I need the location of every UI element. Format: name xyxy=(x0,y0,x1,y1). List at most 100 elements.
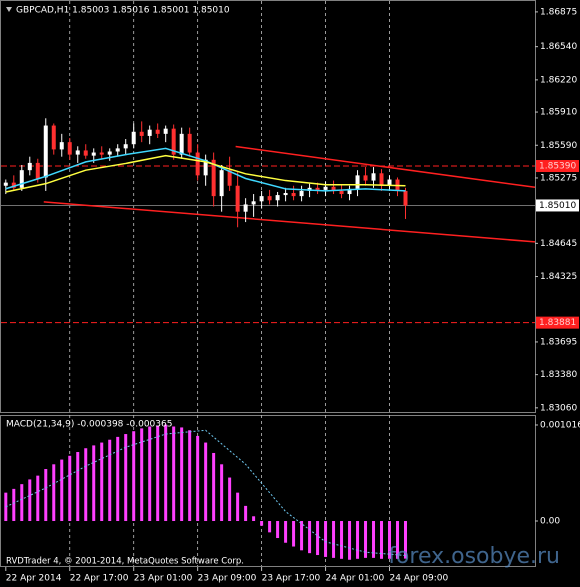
y-tick-label: 1.85910 xyxy=(540,108,577,118)
chart-title: GBPCAD,H1 1.85003 1.85016 1.85001 1.8501… xyxy=(16,6,230,16)
candle-body xyxy=(75,150,80,155)
macd-bar xyxy=(212,452,216,522)
macd-bar xyxy=(276,521,280,539)
macd-bar xyxy=(220,464,224,522)
macd-bar xyxy=(196,435,200,522)
macd-bar xyxy=(28,479,32,522)
macd-bar xyxy=(92,445,96,522)
signal-line xyxy=(5,429,406,557)
trend-line xyxy=(43,201,536,243)
candle-body xyxy=(291,193,296,197)
macd-bar xyxy=(348,521,352,560)
y-tick-label: 1.83695 xyxy=(540,337,577,347)
panel-icon xyxy=(6,7,12,12)
candle-body xyxy=(83,150,88,156)
candle-body xyxy=(259,196,264,202)
moving-average xyxy=(5,154,406,193)
macd-bar xyxy=(236,492,240,522)
macd-bar xyxy=(68,455,72,522)
current-price-box xyxy=(536,199,579,212)
y-tick-label: 1.84645 xyxy=(540,239,577,249)
x-tick-label: 23 Apr 09:00 xyxy=(198,574,257,584)
macd-bar xyxy=(124,434,128,522)
macd-bar xyxy=(100,442,104,522)
macd-bar xyxy=(116,436,120,522)
macd-bar xyxy=(148,426,152,522)
candle-body xyxy=(195,152,200,176)
y-tick-label: 1.83380 xyxy=(540,370,577,380)
candle-body xyxy=(3,182,8,186)
candle-body xyxy=(187,133,192,153)
macd-bar xyxy=(340,521,344,559)
macd-bar xyxy=(356,521,360,559)
macd-bar xyxy=(52,464,56,522)
x-tick-label: 22 Apr 17:00 xyxy=(70,574,129,584)
macd-bar xyxy=(180,427,184,522)
macd-bar xyxy=(20,484,24,522)
y-tick-label: 0.001016 xyxy=(540,420,580,430)
macd-bar xyxy=(156,425,160,522)
macd-bar xyxy=(188,430,192,522)
macd-bar xyxy=(108,439,112,522)
y-tick-label: 1.86875 xyxy=(540,7,577,17)
y-tick-label: 1.83060 xyxy=(540,403,577,413)
y-tick-label: 1.86220 xyxy=(540,75,577,85)
candle-body xyxy=(155,129,160,134)
candle-body xyxy=(51,125,56,150)
trend-line xyxy=(235,145,536,189)
candle-body xyxy=(11,182,16,188)
current-price-label: 1.85010 xyxy=(539,201,576,211)
candle-body xyxy=(363,175,368,181)
macd-bar xyxy=(380,521,384,559)
macd-bar xyxy=(204,442,208,522)
macd-bar xyxy=(324,521,328,557)
candle-body xyxy=(131,131,136,145)
candle-body xyxy=(43,125,48,178)
macd-bar xyxy=(60,459,64,522)
y-tick-label: 1.84325 xyxy=(540,272,577,282)
x-tick-label: 22 Apr 2014 xyxy=(6,574,62,584)
y-tick-label: 0.00 xyxy=(540,517,560,527)
macd-bar xyxy=(372,521,376,558)
macd-bar xyxy=(252,516,256,522)
macd-bar xyxy=(36,475,40,522)
candle-body xyxy=(35,162,40,179)
candle-body xyxy=(227,170,232,186)
level-label: 1.83881 xyxy=(539,318,576,328)
candle-body xyxy=(251,201,256,205)
macd-bar xyxy=(403,521,407,559)
candle-body xyxy=(19,170,24,188)
candle-body xyxy=(171,128,176,155)
candle-body xyxy=(283,193,288,196)
macd-bar xyxy=(308,521,312,554)
x-tick-label: 23 Apr 17:00 xyxy=(262,574,321,584)
level-box xyxy=(536,160,579,173)
candle-body xyxy=(347,188,352,195)
candle-body xyxy=(267,196,272,201)
macd-bar xyxy=(164,424,168,522)
x-tick-label: 24 Apr 09:00 xyxy=(390,574,449,584)
candle-body xyxy=(387,179,392,186)
y-tick-label: 1.85275 xyxy=(540,173,577,183)
candle-body xyxy=(203,159,208,176)
macd-bar xyxy=(284,521,288,543)
candle-body xyxy=(107,151,112,155)
y-tick-label: 1.86540 xyxy=(540,42,577,52)
candle-body xyxy=(219,170,224,197)
candle-body xyxy=(27,162,32,171)
candle-body xyxy=(179,133,184,155)
candle-body xyxy=(243,204,248,212)
candle-body xyxy=(403,190,408,206)
candle-body xyxy=(339,190,344,195)
candle-body xyxy=(323,186,328,190)
macd-bar xyxy=(172,426,176,522)
candle-body xyxy=(331,186,336,191)
macd-bar xyxy=(268,521,272,533)
level-label: 1.85390 xyxy=(539,162,576,172)
macd-bar xyxy=(388,521,392,559)
macd-bar xyxy=(292,521,296,547)
candle-body xyxy=(147,129,152,136)
candle-body xyxy=(275,195,280,201)
macd-bar xyxy=(316,521,320,556)
